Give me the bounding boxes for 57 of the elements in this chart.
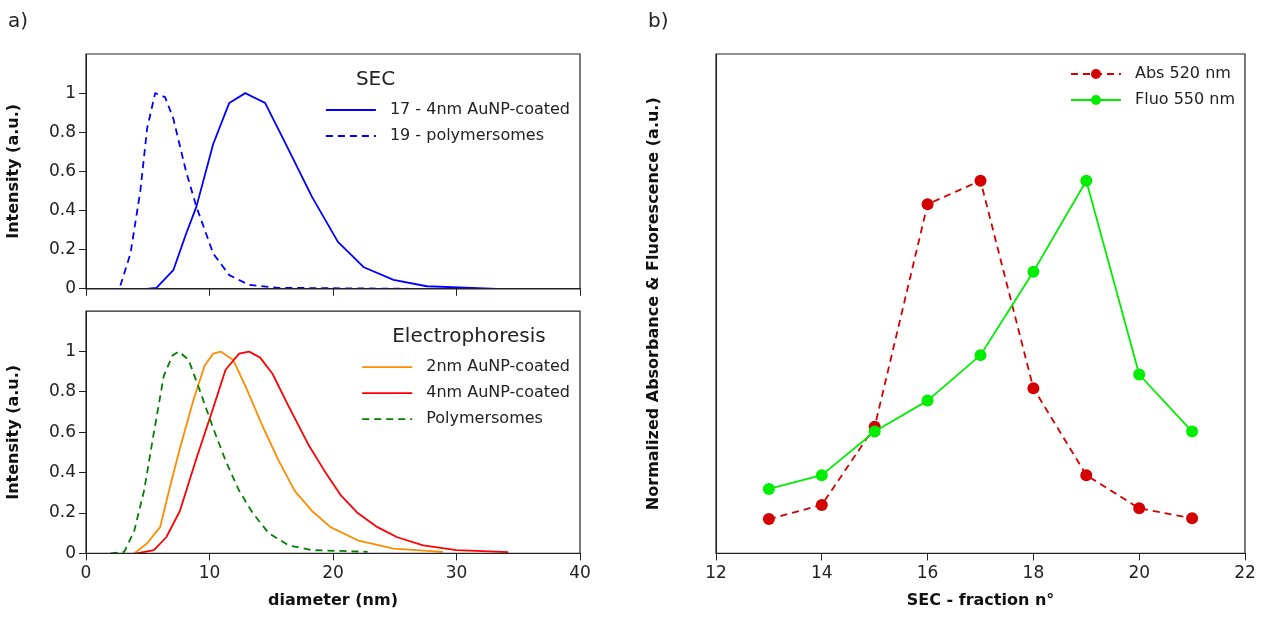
y-tick-label: 0 bbox=[65, 277, 76, 298]
x-tick-label: 40 bbox=[569, 562, 591, 583]
x-tick-label: 20 bbox=[322, 562, 344, 583]
point bbox=[815, 469, 828, 482]
x-tick-label: 0 bbox=[80, 562, 92, 583]
x-tick-label: 30 bbox=[445, 562, 468, 583]
text: b) bbox=[648, 8, 669, 32]
legend-label: Abs 520 nm bbox=[1134, 63, 1231, 83]
legend-label: 2nm AuNP-coated bbox=[426, 356, 570, 376]
y-tick-label: 0.6 bbox=[48, 420, 76, 441]
legend-title: SEC bbox=[355, 66, 396, 91]
legend-title: Electrophoresis bbox=[392, 323, 546, 348]
y-tick-label: 0.2 bbox=[48, 501, 76, 522]
y-tick-label: 1 bbox=[65, 81, 76, 102]
point bbox=[868, 425, 881, 438]
point bbox=[1080, 174, 1093, 187]
point bbox=[1133, 368, 1146, 381]
legend-label: 4nm AuNP-coated bbox=[426, 382, 570, 402]
point bbox=[921, 198, 934, 211]
point bbox=[1186, 425, 1199, 438]
legend-label: 19 - polymersomes bbox=[389, 125, 544, 145]
y-tick-label: 0.8 bbox=[48, 380, 76, 401]
x-tick-label: 16 bbox=[916, 562, 939, 583]
y-tick-label: 0.4 bbox=[48, 198, 76, 219]
y-tick-label: 0.8 bbox=[48, 120, 76, 141]
point bbox=[1080, 469, 1093, 482]
point bbox=[921, 394, 934, 407]
point bbox=[1186, 512, 1199, 525]
x-tick-label: 20 bbox=[1128, 562, 1151, 583]
x-tick-label: 14 bbox=[810, 562, 833, 583]
text: a) bbox=[8, 8, 29, 32]
line-series bbox=[109, 350, 369, 554]
point bbox=[1027, 382, 1040, 395]
x-axis-title: diameter (nm) bbox=[268, 589, 398, 609]
point bbox=[1133, 502, 1146, 515]
x-axis-title: SEC - fraction n° bbox=[906, 589, 1055, 609]
x-tick-label: 22 bbox=[1234, 562, 1256, 583]
legend-label: 17 - 4nm AuNP-coated bbox=[389, 99, 571, 119]
y-tick-label: 0 bbox=[65, 541, 76, 562]
y-axis-title: Normalized Absorbance & Fluorescence (a.u.) bbox=[642, 97, 662, 511]
y-tick-label: 0.4 bbox=[48, 461, 76, 482]
legend-label: Polymersomes bbox=[426, 408, 543, 428]
y-tick-label: 0.6 bbox=[48, 159, 76, 180]
y-tick-label: 0.2 bbox=[48, 238, 76, 259]
point bbox=[974, 349, 987, 362]
x-tick-label: 18 bbox=[1022, 562, 1045, 583]
x-tick-label: 12 bbox=[705, 562, 727, 583]
point bbox=[815, 498, 828, 511]
y-axis-title: Intensity (a.u.) bbox=[2, 364, 22, 500]
x-tick-label: 10 bbox=[198, 562, 221, 583]
point bbox=[762, 513, 775, 526]
point bbox=[974, 174, 987, 187]
point bbox=[762, 482, 775, 495]
legend-label: Fluo 550 nm bbox=[1134, 89, 1235, 109]
y-axis-title: Intensity (a.u.) bbox=[2, 103, 22, 239]
y-tick-label: 1 bbox=[65, 339, 76, 360]
point bbox=[1027, 265, 1040, 278]
